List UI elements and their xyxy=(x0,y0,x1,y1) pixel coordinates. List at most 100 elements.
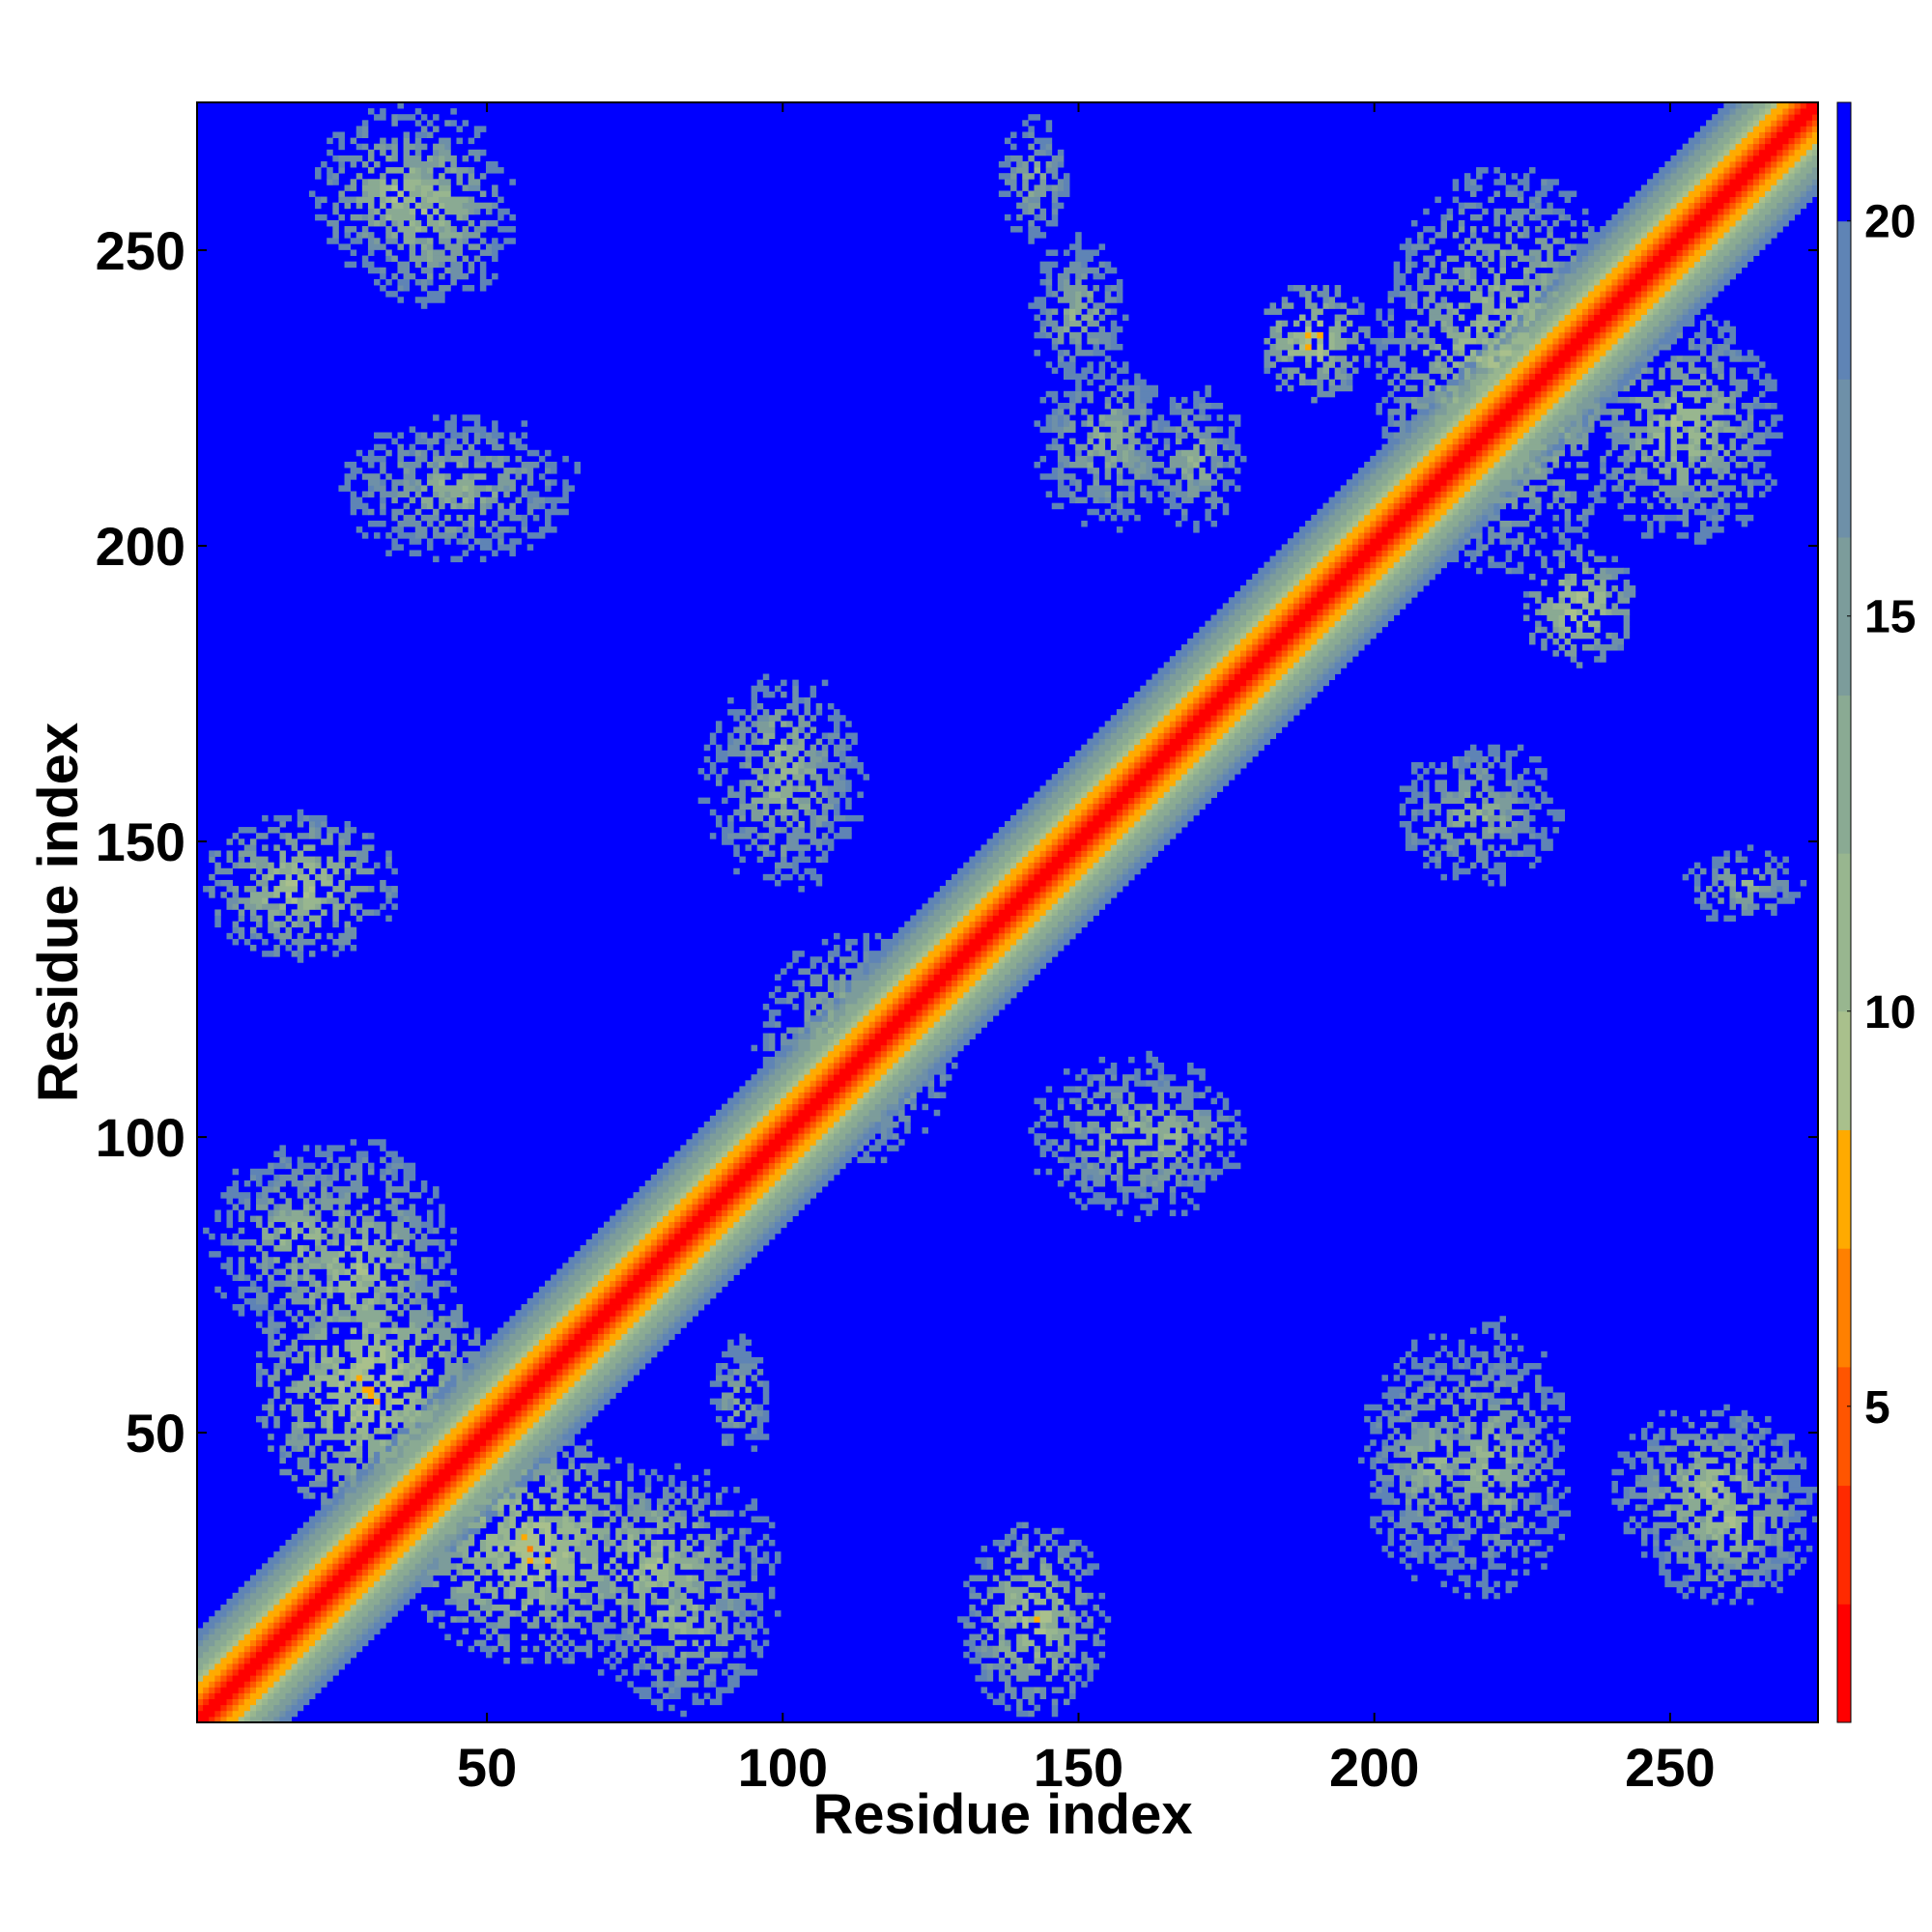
heatmap-cell xyxy=(680,1510,687,1517)
heatmap-cell xyxy=(1016,1521,1023,1529)
heatmap-cell xyxy=(1505,1580,1519,1588)
heatmap-cell xyxy=(308,1586,316,1594)
heatmap-cell xyxy=(450,1428,463,1435)
heatmap-cell xyxy=(551,1304,563,1311)
heatmap-cell xyxy=(1547,1487,1553,1493)
heatmap-cell xyxy=(1469,1428,1477,1435)
heatmap-cell xyxy=(308,1221,316,1229)
heatmap-cell xyxy=(538,1386,546,1393)
heatmap-cell xyxy=(285,1369,293,1376)
heatmap-cell xyxy=(433,1610,440,1617)
heatmap-cell xyxy=(722,1238,728,1246)
heatmap-cell xyxy=(391,1487,404,1493)
heatmap-cell xyxy=(450,1474,457,1482)
heatmap-cell xyxy=(361,1634,375,1641)
heatmap-cell xyxy=(562,1375,569,1381)
heatmap-cell xyxy=(409,1363,416,1370)
heatmap-cell xyxy=(492,1487,498,1493)
heatmap-cell xyxy=(350,1592,363,1600)
heatmap-cell xyxy=(580,1415,593,1423)
heatmap-cell xyxy=(697,1192,705,1199)
heatmap-cell xyxy=(1187,1179,1194,1187)
heatmap-cell xyxy=(674,1681,699,1688)
heatmap-cell xyxy=(297,1321,304,1328)
heatmap-cell xyxy=(414,1409,422,1417)
heatmap-cell xyxy=(574,1327,582,1334)
heatmap-cell xyxy=(580,1245,593,1252)
heatmap-cell xyxy=(515,1480,528,1488)
heatmap-cell xyxy=(521,1415,528,1423)
heatmap-cell xyxy=(580,1297,593,1305)
heatmap-cell xyxy=(397,1546,411,1552)
heatmap-cell xyxy=(585,1439,593,1446)
heatmap-cell xyxy=(792,1109,799,1117)
heatmap-cell xyxy=(249,1174,257,1181)
heatmap-cell xyxy=(1499,1428,1506,1435)
heatmap-cell xyxy=(1045,1168,1053,1176)
heatmap-cell xyxy=(1505,1439,1513,1446)
heatmap-cell xyxy=(768,1563,776,1570)
heatmap-cell xyxy=(751,1179,758,1187)
heatmap-cell xyxy=(792,1162,799,1170)
heatmap-cell xyxy=(627,1527,640,1535)
heatmap-cell xyxy=(473,1457,481,1464)
heatmap-cell xyxy=(621,1610,628,1617)
heatmap-cell xyxy=(1417,1498,1430,1505)
heatmap-cell xyxy=(338,1487,345,1493)
heatmap-cell xyxy=(1022,1546,1029,1552)
heatmap-cell xyxy=(786,1179,799,1187)
heatmap-cell xyxy=(680,1592,687,1600)
heatmap-cell xyxy=(686,1245,693,1252)
heatmap-cell xyxy=(715,1498,723,1505)
heatmap-cell xyxy=(1151,1179,1158,1187)
heatmap-cell xyxy=(1181,1151,1188,1157)
heatmap-cell xyxy=(621,1369,628,1376)
heatmap-cell xyxy=(627,1504,634,1511)
heatmap-cell xyxy=(1045,1563,1053,1570)
heatmap-cell xyxy=(1482,1327,1489,1334)
heatmap-cell xyxy=(256,1651,274,1659)
heatmap-cell xyxy=(268,1215,274,1223)
heatmap-cell xyxy=(1718,1533,1724,1541)
heatmap-cell xyxy=(473,1404,487,1411)
heatmap-cell xyxy=(285,1221,293,1229)
heatmap-cell xyxy=(656,1521,669,1529)
heatmap-cell xyxy=(1463,1498,1471,1505)
heatmap-cell xyxy=(538,1592,546,1600)
heatmap-cell xyxy=(1429,1546,1435,1552)
heatmap-cell xyxy=(291,1563,304,1570)
heatmap-cell xyxy=(268,1445,274,1452)
heatmap-cell xyxy=(503,1551,510,1558)
heatmap-cell xyxy=(420,1375,428,1381)
heatmap-cell xyxy=(439,1457,445,1464)
heatmap-cell xyxy=(1423,1380,1430,1387)
heatmap-cell xyxy=(815,1139,823,1146)
heatmap-cell xyxy=(1081,1622,1094,1629)
heatmap-cell xyxy=(344,1168,363,1176)
heatmap-cell xyxy=(745,1546,752,1552)
heatmap-cell xyxy=(485,1610,493,1617)
heatmap-cell xyxy=(1199,1127,1206,1134)
heatmap-cell xyxy=(355,1174,363,1181)
heatmap-cell xyxy=(249,1622,257,1629)
heatmap-cell xyxy=(815,1092,835,1098)
heatmap-cell xyxy=(1463,1415,1471,1423)
heatmap-cell xyxy=(668,1274,681,1282)
heatmap-cell xyxy=(562,1263,575,1269)
heatmap-cell xyxy=(1222,1103,1230,1111)
heatmap-cell xyxy=(439,1263,445,1269)
heatmap-cell xyxy=(485,1516,493,1523)
heatmap-cell xyxy=(361,1327,369,1334)
heatmap-cell xyxy=(1399,1369,1406,1376)
heatmap-cell xyxy=(839,1127,852,1134)
heatmap-cell xyxy=(350,1504,363,1511)
heatmap-cell xyxy=(327,1569,333,1576)
heatmap-cell xyxy=(551,1404,557,1411)
heatmap-cell xyxy=(515,1580,534,1588)
heatmap-cell xyxy=(627,1316,640,1322)
heatmap-cell xyxy=(397,1286,404,1293)
heatmap-cell xyxy=(279,1698,293,1706)
heatmap-cell xyxy=(374,1292,381,1299)
heatmap-cell xyxy=(692,1639,699,1647)
heatmap-cell xyxy=(1098,1133,1112,1140)
